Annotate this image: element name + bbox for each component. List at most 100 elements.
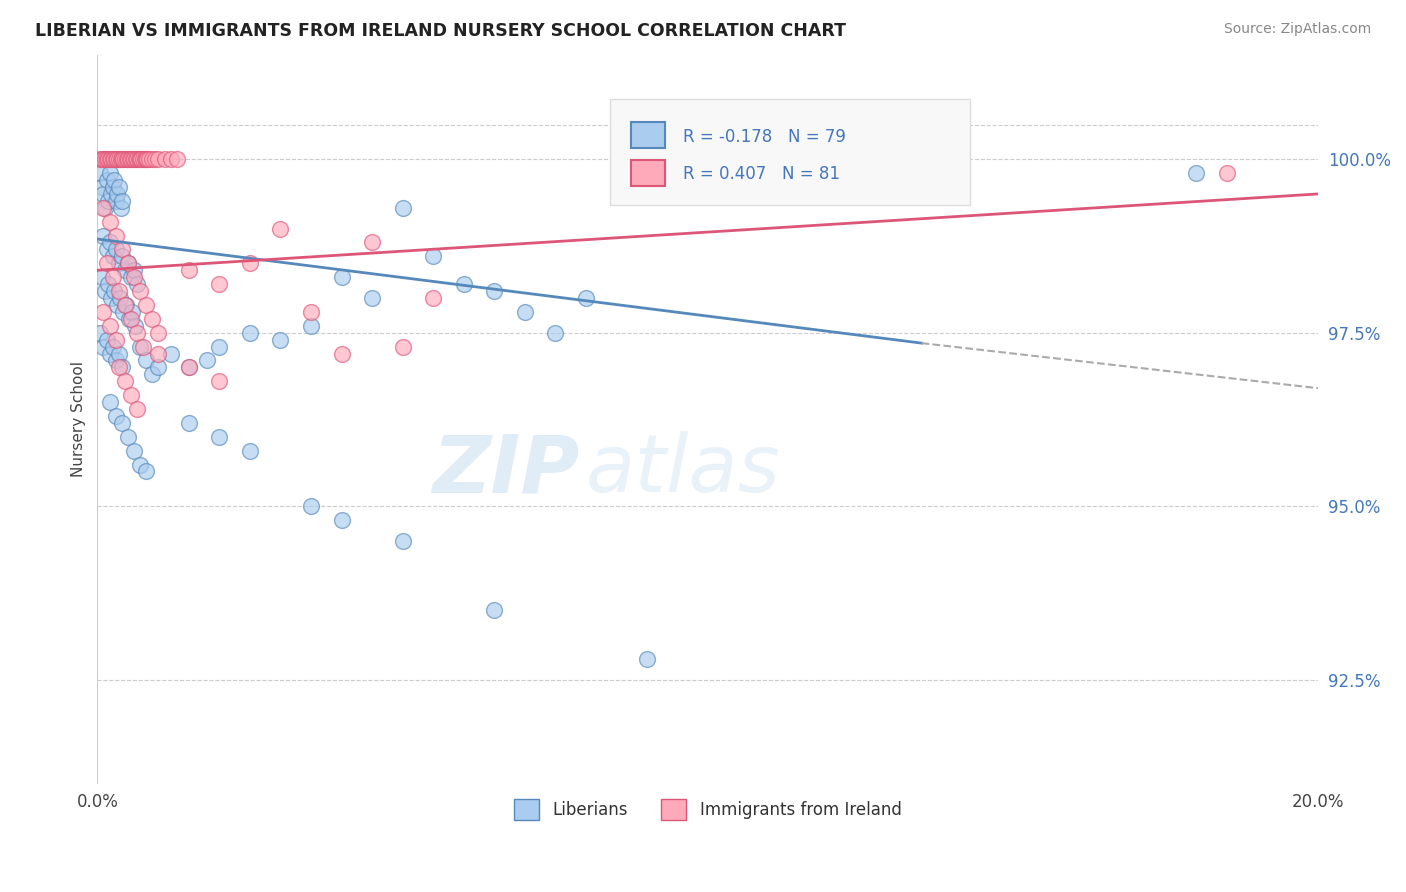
Point: [114, 374, 136, 388]
Point: [97, 153, 120, 167]
Point: [177, 360, 200, 375]
Point: [101, 180, 124, 194]
Point: [141, 153, 163, 167]
Point: [89, 166, 111, 180]
Point: [114, 298, 136, 312]
Point: [166, 153, 188, 167]
Point: [111, 360, 134, 375]
Point: [422, 249, 444, 263]
Point: [115, 298, 138, 312]
Point: [104, 153, 127, 167]
Point: [98, 235, 121, 250]
Point: [100, 291, 122, 305]
Point: [93, 284, 115, 298]
Point: [195, 353, 218, 368]
Point: [422, 291, 444, 305]
Legend: Liberians, Immigrants from Ireland: Liberians, Immigrants from Ireland: [508, 793, 908, 826]
Point: [96, 256, 118, 270]
Point: [105, 298, 128, 312]
Point: [121, 153, 143, 167]
Point: [105, 153, 128, 167]
Point: [111, 305, 134, 319]
Point: [134, 153, 156, 167]
Point: [453, 277, 475, 292]
Point: [269, 221, 291, 235]
Point: [93, 340, 115, 354]
Point: [111, 416, 134, 430]
Point: [239, 326, 262, 340]
Point: [138, 153, 160, 167]
Point: [125, 153, 148, 167]
Point: [125, 402, 148, 417]
Point: [122, 443, 145, 458]
Point: [208, 374, 231, 388]
Point: [159, 346, 181, 360]
Point: [115, 153, 138, 167]
Text: R = -0.178   N = 79: R = -0.178 N = 79: [683, 128, 846, 145]
Point: [177, 263, 200, 277]
Point: [132, 340, 155, 354]
Point: [93, 228, 115, 243]
Point: [208, 430, 231, 444]
Point: [330, 346, 353, 360]
Point: [361, 291, 384, 305]
Point: [111, 243, 134, 257]
Point: [98, 318, 121, 333]
Point: [299, 305, 322, 319]
Point: [136, 153, 159, 167]
Point: [129, 284, 152, 298]
Point: [120, 153, 142, 167]
Point: [107, 360, 129, 375]
Point: [93, 201, 115, 215]
Point: [104, 333, 127, 347]
Point: [117, 430, 139, 444]
Point: [120, 311, 142, 326]
Point: [153, 153, 176, 167]
Point: [104, 353, 127, 368]
Point: [101, 249, 124, 263]
Point: [141, 368, 163, 382]
Point: [118, 153, 141, 167]
Point: [132, 153, 155, 167]
Point: [148, 326, 170, 340]
Point: [98, 166, 121, 180]
Point: [544, 326, 567, 340]
Point: [391, 533, 413, 548]
Point: [129, 340, 152, 354]
Point: [90, 153, 112, 167]
Point: [89, 153, 111, 167]
Point: [148, 153, 170, 167]
Point: [135, 153, 157, 167]
Point: [117, 256, 139, 270]
Point: [391, 201, 413, 215]
Point: [104, 409, 127, 423]
Point: [101, 340, 124, 354]
Point: [98, 395, 121, 409]
Point: [117, 256, 139, 270]
Point: [96, 333, 118, 347]
Point: [96, 243, 118, 257]
Text: LIBERIAN VS IMMIGRANTS FROM IRELAND NURSERY SCHOOL CORRELATION CHART: LIBERIAN VS IMMIGRANTS FROM IRELAND NURS…: [35, 22, 846, 40]
Point: [575, 291, 598, 305]
Point: [104, 243, 127, 257]
Point: [98, 215, 121, 229]
Point: [97, 277, 120, 292]
Point: [299, 318, 322, 333]
Point: [96, 153, 118, 167]
Point: [482, 603, 505, 617]
Point: [91, 186, 114, 201]
Point: [100, 186, 122, 201]
Text: atlas: atlas: [586, 432, 780, 509]
Text: R = 0.407   N = 81: R = 0.407 N = 81: [683, 165, 841, 183]
Point: [107, 284, 129, 298]
Point: [125, 326, 148, 340]
Point: [135, 298, 157, 312]
Point: [299, 499, 322, 513]
Point: [135, 465, 157, 479]
Point: [177, 360, 200, 375]
Point: [125, 153, 148, 167]
Point: [120, 270, 142, 285]
Point: [239, 443, 262, 458]
Point: [121, 305, 143, 319]
Point: [177, 416, 200, 430]
